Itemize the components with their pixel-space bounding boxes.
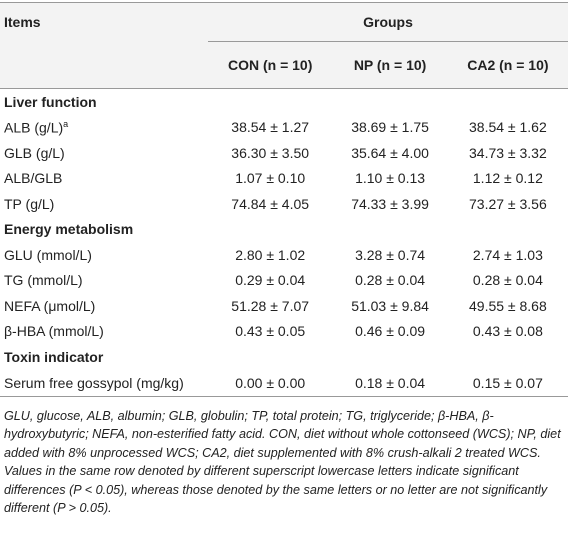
- data-row: Serum free gossypol (mg/kg) 0.00 ± 0.00 0.…: [0, 369, 568, 397]
- footnote: GLU, glucose, ALB, albumin; GLB, globuli…: [4, 408, 561, 516]
- item-label: Serum free gossypol (mg/kg): [4, 374, 184, 391]
- value-cell: 51.28 ± 7.07: [231, 297, 310, 314]
- table-body: Liver function ALB (g/L)a 38.54 ± 1.27 38.6…: [0, 89, 568, 397]
- table-header: Items Groups CON (n = 10) NP (n = 10) CA2 …: [0, 2, 568, 89]
- value-cell: 49.55 ± 8.68: [469, 297, 547, 314]
- section-title: Liver function: [4, 93, 97, 110]
- value-cell: 0.18 ± 0.04: [332, 369, 448, 397]
- item-label: GLU (mmol/L): [4, 246, 92, 263]
- item-cell: NEFA (μmol/L): [0, 293, 208, 319]
- item-cell: GLB (g/L): [0, 140, 208, 166]
- section-title: Energy metabolism: [4, 221, 134, 238]
- value-cell: 74.33 ± 3.99: [351, 195, 429, 212]
- item-superscript: a: [63, 118, 69, 129]
- item-cell: GLU (mmol/L): [0, 242, 208, 268]
- groups-header: Groups: [208, 2, 568, 42]
- value-cell: 3.28 ± 0.74: [355, 246, 426, 263]
- value-cell: 0.46 ± 0.09: [355, 323, 426, 340]
- item-label: GLB (g/L): [4, 144, 65, 161]
- data-table: Items Groups CON (n = 10) NP (n = 10) CA2 …: [0, 2, 568, 397]
- value-cell: 38.54 ± 1.62: [469, 119, 547, 136]
- item-label: ALB (g/L): [4, 119, 64, 136]
- value-cell: 0.29 ± 0.04: [235, 272, 306, 289]
- data-row: β-HBA (mmol/L) 0.43 ± 0.05 0.46 ± 0.09 0.43…: [0, 319, 568, 345]
- item-cell: ALB (g/L)a: [0, 115, 208, 141]
- data-row: TP (g/L) 74.84 ± 4.05 74.33 ± 3.99 73.27 ± …: [0, 191, 568, 217]
- value-cell: 38.69 ± 1.75: [351, 119, 429, 136]
- value-cell: 34.73 ± 3.32: [469, 144, 547, 161]
- item-cell: β-HBA (mmol/L): [0, 319, 208, 345]
- section-row: Liver function: [0, 89, 568, 115]
- section-row: Toxin indicator: [0, 344, 568, 370]
- column-header: CON (n = 10): [227, 57, 313, 73]
- data-row: ALB (g/L)a 38.54 ± 1.27 38.69 ± 1.75 38.54 …: [0, 115, 568, 141]
- items-header: Items: [4, 14, 41, 31]
- value-cell: 0.43 ± 0.05: [235, 323, 306, 340]
- value-cell: 2.80 ± 1.02: [235, 246, 306, 263]
- value-cell: 0.43 ± 0.08: [472, 323, 543, 340]
- value-cell: 51.03 ± 9.84: [351, 297, 429, 314]
- data-row: GLB (g/L) 36.30 ± 3.50 35.64 ± 4.00 34.73 ±…: [0, 140, 568, 166]
- value-cell: 0.28 ± 0.04: [472, 272, 543, 289]
- item-cell: TG (mmol/L): [0, 268, 208, 294]
- data-row: NEFA (μmol/L) 51.28 ± 7.07 51.03 ± 9.84 49.…: [0, 293, 568, 319]
- data-row: TG (mmol/L) 0.29 ± 0.04 0.28 ± 0.04 0.28 ± …: [0, 268, 568, 294]
- column-header: NP (n = 10): [353, 57, 427, 73]
- value-cell: 36.30 ± 3.50: [231, 144, 310, 161]
- item-label: NEFA (μmol/L): [4, 297, 96, 314]
- value-cell: 0.28 ± 0.04: [355, 272, 426, 289]
- section-title: Toxin indicator: [4, 348, 104, 365]
- data-row: GLU (mmol/L) 2.80 ± 1.02 3.28 ± 0.74 2.74 ±…: [0, 242, 568, 268]
- value-cell: 38.54 ± 1.27: [231, 119, 310, 136]
- column-header-row: CON (n = 10) NP (n = 10) CA2 (n = 10): [0, 41, 568, 89]
- item-label: ALB/GLB: [4, 170, 63, 187]
- value-cell: 0.15 ± 0.07: [447, 369, 568, 397]
- value-cell: 73.27 ± 3.56: [469, 195, 547, 212]
- item-cell: Serum free gossypol (mg/kg): [0, 369, 208, 397]
- column-header: CA2 (n = 10): [467, 57, 549, 73]
- value-cell: 1.12 ± 0.12: [472, 170, 543, 187]
- item-cell: TP (g/L): [0, 191, 208, 217]
- item-cell: ALB/GLB: [0, 166, 208, 192]
- value-cell: 2.74 ± 1.03: [472, 246, 543, 263]
- value-cell: 1.07 ± 0.10: [235, 170, 306, 187]
- data-row: ALB/GLB 1.07 ± 0.10 1.10 ± 0.13 1.12 ± 0.12: [0, 166, 568, 192]
- value-cell: 0.00 ± 0.00: [208, 369, 333, 397]
- value-cell: 35.64 ± 4.00: [351, 144, 429, 161]
- section-row: Energy metabolism: [0, 217, 568, 243]
- header-row: Items Groups: [0, 2, 568, 42]
- item-label: TP (g/L): [4, 195, 55, 212]
- value-cell: 1.10 ± 0.13: [355, 170, 426, 187]
- value-cell: 74.84 ± 4.05: [231, 195, 310, 212]
- item-label: TG (mmol/L): [4, 272, 83, 289]
- item-label: β-HBA (mmol/L): [4, 323, 104, 340]
- blank: [0, 42, 208, 89]
